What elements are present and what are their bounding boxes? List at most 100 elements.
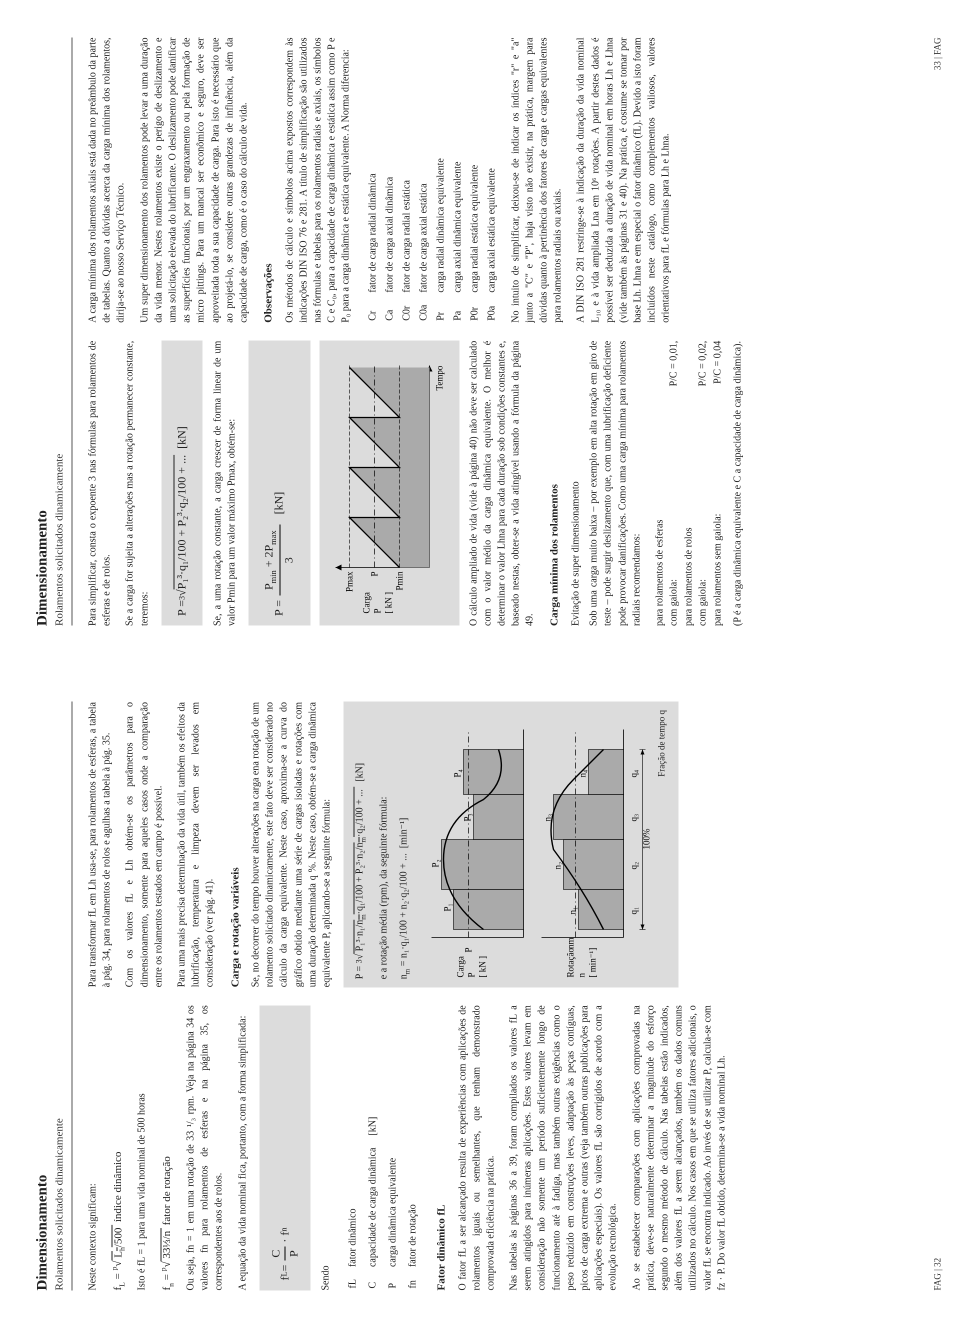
p: Para simplificar, consta o expoente 3 na… [87, 341, 115, 626]
right-col1: Para simplificar, consta o expoente 3 na… [87, 341, 933, 626]
formula-box: P = 3√ P₁³·q₁/100 + P₂³·q₂/100 + ... [kN… [161, 341, 202, 626]
left-col1: Neste contexto significam: fL = p√ Lh/50… [87, 1005, 933, 1290]
rec-value: P/C = 0,01, [668, 341, 683, 387]
svg-text:q₄: q₄ [629, 770, 639, 778]
p: Neste contexto significam: [87, 1005, 101, 1290]
p: Se, a uma rotação constante, a carga cre… [211, 341, 239, 626]
page-header: Dimensionamento Rolamentos solicitados d… [35, 702, 73, 1291]
left-col2: Para transformar fL em Lh usa-se, para r… [87, 702, 933, 987]
svg-text:100%: 100% [642, 828, 652, 850]
rec-label: para rolamentos sem gaiola: [711, 514, 726, 626]
unit: [kN] [173, 426, 190, 449]
nm-text: e a rotação média (rpm), da seguinte fór… [378, 710, 392, 979]
right-col2: A carga mínima dos rolamentos axiais est… [87, 38, 933, 323]
formula-label: índice dinâmico [112, 1152, 124, 1223]
svg-text:q₁: q₁ [629, 907, 639, 915]
small-diagram: CargaP[ kN ] Pmax P Pmin Tempo [319, 341, 459, 626]
rec-label: com gaiola: [697, 579, 712, 626]
header-rule [72, 702, 73, 1291]
p: No intuito de simplificar, deixou-se de … [509, 38, 566, 323]
page-header: Dimensionamento Rolamentos solicitados d… [35, 38, 73, 627]
p: A equação da vida nominal fica, portanto… [236, 1005, 250, 1290]
svg-text:q₃: q₃ [629, 814, 639, 822]
svg-text:Rotaçãon[ min⁻¹]: Rotaçãon[ min⁻¹] [566, 947, 598, 977]
p: O cálculo ampliado de vida (vide à págin… [467, 341, 538, 626]
svg-text:n₁: n₁ [568, 907, 578, 915]
def-row: Prcarga radial dinâmica equivalente [433, 148, 448, 321]
svg-text:P₄: P₄ [453, 769, 463, 777]
svg-text:q₂: q₂ [629, 862, 639, 870]
page-left: Dimensionamento Rolamentos solicitados d… [1, 664, 960, 1329]
formula-box: fL = CP · fn [259, 1005, 310, 1290]
p: Evitação de super dimensionamento [570, 341, 584, 626]
ylabel-carga: CargaP[ kN ] [456, 956, 488, 978]
definitions: Crfator de carga radial dinâmica Cafator… [363, 146, 501, 323]
p: Isto é fL = 1 para uma vida nominal de 5… [135, 1005, 149, 1290]
heading: Carga e rotação variáveis [228, 702, 244, 987]
heading: Fator dinâmico fL [434, 1005, 450, 1290]
chart-svg: CargaP[ kN ] Pmax P Pmin Tempo [329, 356, 449, 616]
def-row: fnfator de rotação [404, 1117, 422, 1289]
svg-text:P: P [369, 572, 379, 577]
page-footer: FAG | 32 [933, 1258, 943, 1291]
page-title: Dimensionamento [35, 38, 52, 627]
page-title: Dimensionamento [35, 702, 52, 1291]
p: Sob uma carga muito baixa – por exemplo … [588, 341, 645, 626]
rec-label: com gaiola: [668, 579, 683, 626]
rec-row: para rolamentos de rolos [682, 341, 697, 626]
svg-text:nm: nm [566, 937, 576, 949]
def-row: C0afator de carga axial estática [416, 148, 431, 321]
def-row: Pacarga axial dinâmica equivalente [450, 148, 465, 321]
heading: Carga mínima dos rolamentos [548, 341, 564, 626]
p: (P é a carga dinâmica equivalente e C a … [732, 341, 746, 626]
def-row: P0rcarga radial estática equivalente [467, 148, 482, 321]
page-right: Dimensionamento Rolamentos solicitados d… [1, 0, 960, 664]
def-row: Ccapacidade de carga dinâmica[kN] [364, 1117, 382, 1289]
page-subtitle: Rolamentos solicitados dinamicamente [54, 702, 66, 1291]
svg-text:Tempo: Tempo [434, 366, 444, 391]
definitions: fLfator dinâmico Ccapacidade de carga di… [342, 1115, 424, 1291]
p: Com os valores fL e Lh obtém-se os parâm… [124, 702, 167, 987]
p: Se a carga for sujeita a alterações mas … [124, 341, 152, 626]
p: A DIN ISO 281 restringe-se à indicação d… [575, 38, 674, 323]
rec-value: P/C = 0,02, [697, 341, 712, 387]
page-subtitle: Rolamentos solicitados dinamicamente [54, 38, 66, 627]
def-row: Crfator de carga radial dinâmica [365, 148, 380, 321]
rec-value: P/C = 0,04 [711, 341, 726, 384]
svg-text:n₄: n₄ [578, 770, 588, 778]
def-row: C0rfator de carga radial estática [399, 148, 414, 321]
formula-fl: fL = p√ Lh/500 índice dinâmico [110, 1005, 129, 1290]
svg-text:P₂: P₂ [431, 859, 441, 867]
p: O fator fL a ser alcançado resulta de ex… [456, 1005, 499, 1290]
rec-row: para rolamentos de esferas [653, 341, 668, 626]
svg-text:n₂: n₂ [553, 862, 563, 870]
svg-text:P₁: P₁ [443, 903, 453, 911]
formula-box: P = Pmin + 2Pmax3 [kN] [249, 341, 310, 626]
def-row: Cafator de carga axial dinâmica [382, 148, 397, 321]
header-rule [72, 38, 73, 627]
big-diagram: P = 3√ P₁³·n₁/nm·q₁/100 + P₂³·n₂/nm·q₂/1… [344, 702, 679, 987]
svg-text:CargaP[ kN ]: CargaP[ kN ] [361, 593, 393, 615]
formula-fn: fn = p√ 33⅓/n fator de rotação [159, 1005, 178, 1290]
p: Os métodos de cálculo e símbolos acima e… [283, 38, 354, 323]
p: Se, no decorrer do tempo houver alteraçõ… [250, 702, 335, 987]
p: Nas tabelas às páginas 36 a 39, foram co… [508, 1005, 622, 1290]
page-footer: 33 | FAG [933, 38, 943, 71]
unit: [kN] [355, 763, 366, 782]
chart-svg: CargaP[ kN ] P P₁ P₂ P₃ P₄ [424, 719, 654, 979]
xlabel: Fração de tempo q [656, 710, 669, 979]
p: Um super dimensionamento dos rolamentos … [138, 38, 252, 323]
def-row: fLfator dinâmico [344, 1117, 362, 1289]
p: Para uma mais precisa determinação da vi… [175, 702, 218, 987]
sendo: Sendo [319, 1005, 333, 1290]
heading: Observações [262, 38, 278, 323]
p: Ou seja, fn = 1 em uma rotação de 33 ¹/₃… [184, 1005, 227, 1290]
unit: [kN] [271, 492, 288, 515]
svg-text:P₃: P₃ [463, 813, 473, 821]
svg-text:P: P [464, 947, 474, 952]
svg-text:Pmax: Pmax [344, 572, 354, 593]
unit: [min⁻¹] [399, 818, 410, 849]
p: Para transformar fL em Lh usa-se, para r… [87, 702, 115, 987]
p: A carga mínima dos rolamentos axiais est… [87, 38, 130, 323]
svg-text:Pmin: Pmin [394, 572, 404, 592]
